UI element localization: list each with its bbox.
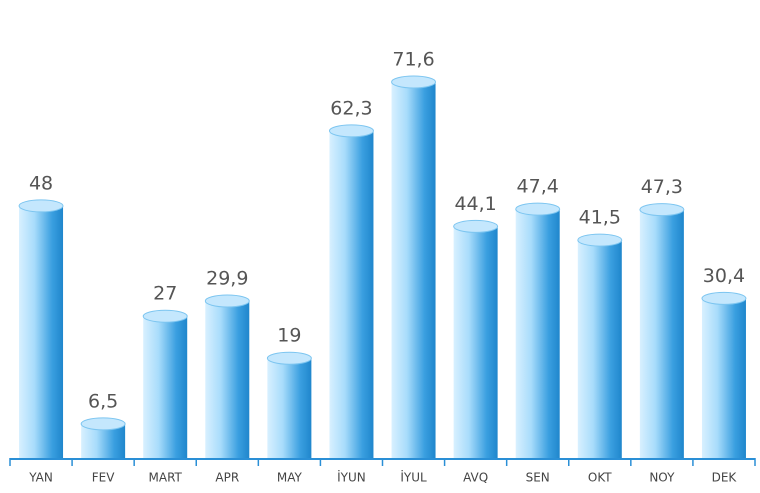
x-tick-label: DEK [712,471,738,485]
value-label: 41,5 [579,207,621,229]
value-label: 29,9 [206,267,248,289]
value-label: 47,3 [641,176,683,198]
value-label: 19 [277,325,301,347]
bar-cap [80,417,126,431]
value-label: 47,4 [517,176,559,198]
x-tick-label: SEN [526,471,550,485]
bar [577,234,622,458]
x-tick-label: OKT [588,471,612,485]
bar [205,294,250,458]
x-tick-label: AVQ [463,471,488,485]
bar-cap [515,202,561,216]
bar-cap [391,75,437,89]
value-label: 27 [153,283,177,305]
x-tick-label: İYUN [337,470,366,485]
x-tick-label: MAY [277,471,303,485]
x-tick-label: APR [215,471,239,485]
bar [639,203,684,458]
bar [391,76,436,458]
bar-cap [639,203,685,217]
value-label: 44,1 [454,193,496,215]
bar-cap [577,233,623,247]
bar-cap [328,124,374,138]
bar [515,203,560,458]
bar-cap [18,199,64,213]
bar-cap [142,309,188,323]
bar [329,124,374,459]
value-label: 30,4 [703,265,745,287]
bar [267,352,312,458]
bar [453,220,498,458]
bar-cap [266,351,312,365]
x-tick-label: İYUL [400,470,427,485]
bar-cap [701,291,747,305]
x-tick-label: FEV [92,471,115,485]
bar-cap [204,294,250,308]
x-tick-label: YAN [28,471,53,485]
bar [143,310,188,458]
bar-cap [453,219,499,233]
value-label: 71,6 [392,49,434,71]
bar [19,199,64,458]
x-tick-label: MART [149,471,183,485]
value-label: 6,5 [88,390,118,412]
value-label: 48 [29,172,53,194]
value-label: 62,3 [330,97,372,119]
bar [701,292,746,458]
x-tick-label: NOY [649,471,675,485]
